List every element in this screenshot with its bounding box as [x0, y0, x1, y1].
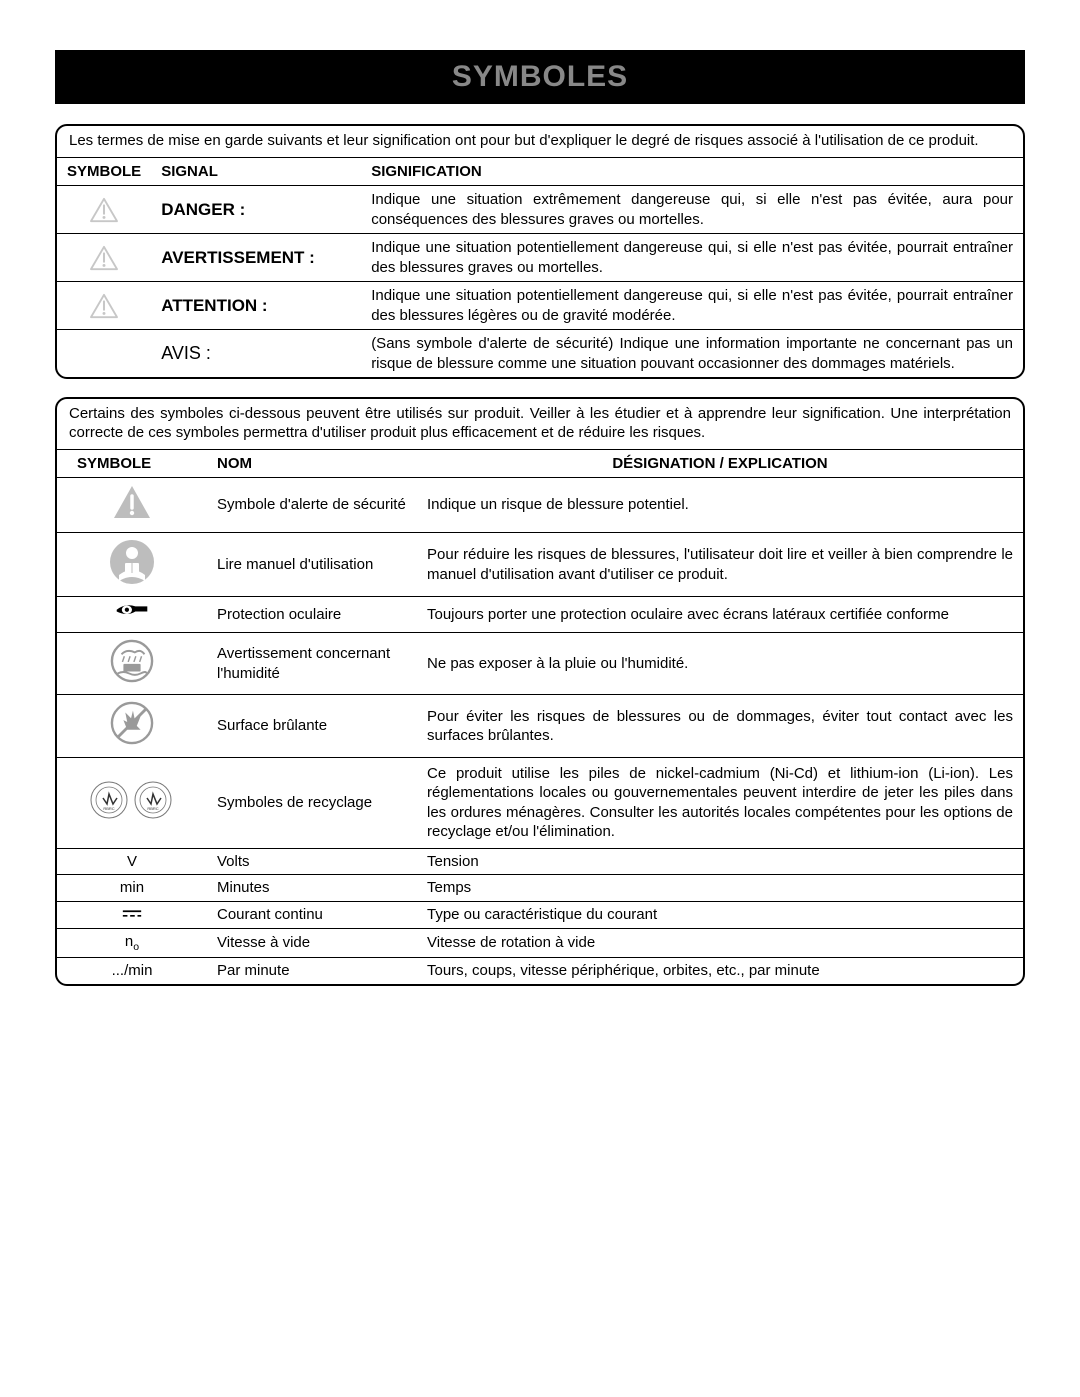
signal-desc-cell: Indique une situation potentiellement da…	[361, 282, 1023, 330]
symbol-text: min	[120, 879, 144, 896]
signal-desc-cell: Indique une situation extrêmement danger…	[361, 186, 1023, 234]
symbol-name-cell: Protection oculaire	[207, 597, 417, 633]
symbol-row: Courant continu Type ou caractéristique …	[57, 901, 1023, 928]
eye-protection-icon	[115, 603, 149, 626]
header-designation: DÉSIGNATION / EXPLICATION	[417, 449, 1023, 478]
recycle-icon: RBRC RBRC	[87, 780, 177, 826]
symbol-name-cell: Minutes	[207, 875, 417, 902]
symbol-desc-cell: Ne pas exposer à la pluie ou l'humidité.	[417, 632, 1023, 695]
symbol-cell	[57, 632, 207, 695]
signal-row: DANGER : Indique une situation extrêmeme…	[57, 186, 1023, 234]
wet-warning-icon	[110, 639, 154, 689]
svg-text:RBRC: RBRC	[147, 806, 158, 811]
header-symbole: SYMBOLE	[57, 157, 151, 186]
symbol-desc-cell: Type ou caractéristique du courant	[417, 901, 1023, 928]
hot-surface-icon	[110, 701, 154, 751]
symbol-desc-cell: Ce produit utilise les piles de nickel-c…	[417, 757, 1023, 848]
symbol-text: V	[127, 853, 137, 870]
symbol-name-cell: Lire manuel d'utilisation	[207, 532, 417, 597]
signal-name-cell: AVIS :	[151, 330, 361, 378]
header-nom: NOM	[207, 449, 417, 478]
symbol-cell	[57, 901, 207, 928]
symbol-row: Lire manuel d'utilisation Pour réduire l…	[57, 532, 1023, 597]
symbol-cell: V	[57, 848, 207, 875]
alert-triangle-icon	[89, 197, 119, 223]
symbol-desc-cell: Tension	[417, 848, 1023, 875]
signal-desc-cell: (Sans symbole d'alerte de sécurité) Indi…	[361, 330, 1023, 378]
page-title: SYMBOLES	[55, 50, 1025, 104]
header-signification: SIGNIFICATION	[361, 157, 1023, 186]
signal-name-cell: ATTENTION :	[151, 282, 361, 330]
signal-row: ATTENTION : Indique une situation potent…	[57, 282, 1023, 330]
symbol-desc-cell: Vitesse de rotation à vide	[417, 928, 1023, 958]
symbol-row: min Minutes Temps	[57, 875, 1023, 902]
signal-table: SYMBOLE SIGNAL SIGNIFICATION DANGER : In…	[57, 157, 1023, 378]
symbol-cell	[57, 695, 207, 758]
symbol-row: RBRC RBRC Symboles de recyclage Ce produi…	[57, 757, 1023, 848]
signal-words-box: Les termes de mise en garde suivants et …	[55, 124, 1025, 379]
symbol-desc-cell: Toujours porter une protection oculaire …	[417, 597, 1023, 633]
signal-symbol-cell	[57, 186, 151, 234]
symbol-row: no Vitesse à vide Vitesse de rotation à …	[57, 928, 1023, 958]
header-signal: SIGNAL	[151, 157, 361, 186]
symbol-row: Symbole d'alerte de sécurité Indique un …	[57, 478, 1023, 533]
signal-symbol-cell	[57, 234, 151, 282]
symbol-desc-cell: Tours, coups, vitesse périphérique, orbi…	[417, 958, 1023, 984]
symbol-name-cell: Volts	[207, 848, 417, 875]
symbol-cell: no	[57, 928, 207, 958]
symbol-row: V Volts Tension	[57, 848, 1023, 875]
symbol-desc-cell: Indique un risque de blessure potentiel.	[417, 478, 1023, 533]
symbol-cell	[57, 478, 207, 533]
symbols-box: Certains des symboles ci-dessous peuvent…	[55, 397, 1025, 985]
symbol-row: Avertissement concernant l'humidité Ne p…	[57, 632, 1023, 695]
symbol-name-cell: Symbole d'alerte de sécurité	[207, 478, 417, 533]
symbol-desc-cell: Temps	[417, 875, 1023, 902]
header-symbole2: SYMBOLE	[57, 449, 207, 478]
symbol-desc-cell: Pour éviter les risques de blessures ou …	[417, 695, 1023, 758]
symbols-intro: Certains des symboles ci-dessous peuvent…	[57, 399, 1023, 449]
symbol-cell: RBRC RBRC	[57, 757, 207, 848]
symbol-row: Surface brûlante Pour éviter les risques…	[57, 695, 1023, 758]
signal-intro: Les termes de mise en garde suivants et …	[57, 126, 1023, 157]
symbol-row: .../min Par minute Tours, coups, vitesse…	[57, 958, 1023, 984]
signal-name-cell: AVERTISSEMENT :	[151, 234, 361, 282]
alert-triangle-icon	[112, 484, 152, 526]
symbol-row: Protection oculaire Toujours porter une …	[57, 597, 1023, 633]
symbol-text: .../min	[112, 962, 153, 979]
symbol-cell: .../min	[57, 958, 207, 984]
signal-symbol-cell	[57, 282, 151, 330]
signal-name-cell: DANGER :	[151, 186, 361, 234]
signal-symbol-cell	[57, 330, 151, 378]
dc-icon	[121, 905, 143, 925]
alert-triangle-icon	[89, 245, 119, 271]
symbol-name-cell: Courant continu	[207, 901, 417, 928]
symbol-name-cell: Par minute	[207, 958, 417, 984]
symbol-name-cell: Avertissement concernant l'humidité	[207, 632, 417, 695]
symbol-name-cell: Surface brûlante	[207, 695, 417, 758]
symbol-desc-cell: Pour réduire les risques de blessures, l…	[417, 532, 1023, 597]
symbol-cell	[57, 532, 207, 597]
svg-text:RBRC: RBRC	[103, 806, 114, 811]
n0-symbol: no	[125, 933, 139, 950]
signal-row: AVIS : (Sans symbole d'alerte de sécurit…	[57, 330, 1023, 378]
symbols-table: SYMBOLE NOM DÉSIGNATION / EXPLICATION Sy…	[57, 449, 1023, 984]
read-manual-icon	[109, 539, 155, 591]
symbol-name-cell: Symboles de recyclage	[207, 757, 417, 848]
symbol-cell: min	[57, 875, 207, 902]
symbol-name-cell: Vitesse à vide	[207, 928, 417, 958]
symbol-cell	[57, 597, 207, 633]
signal-row: AVERTISSEMENT : Indique une situation po…	[57, 234, 1023, 282]
signal-desc-cell: Indique une situation potentiellement da…	[361, 234, 1023, 282]
alert-triangle-icon	[89, 293, 119, 319]
